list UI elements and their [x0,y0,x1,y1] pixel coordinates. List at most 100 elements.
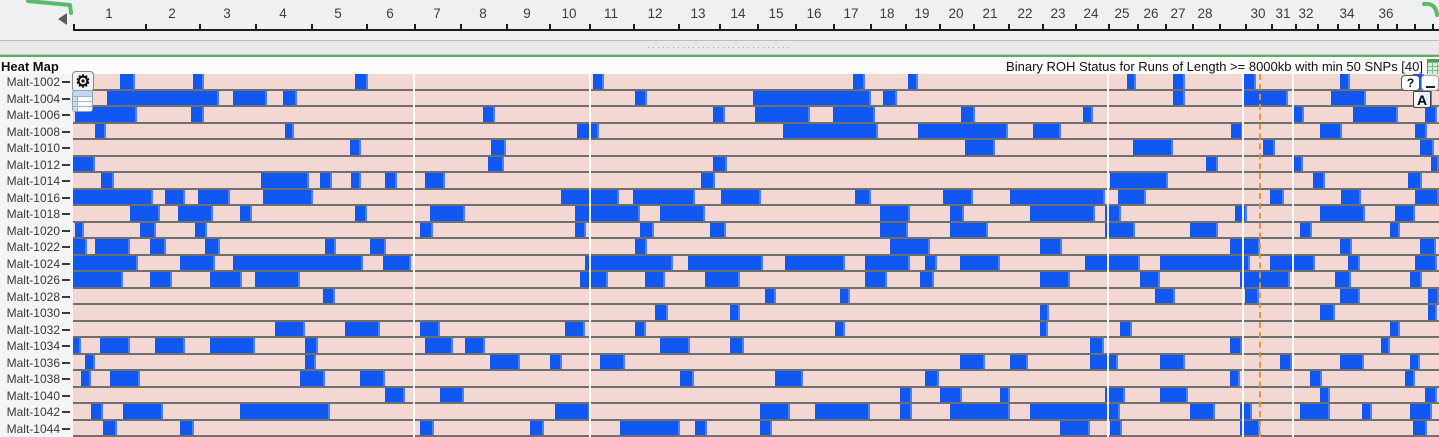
chromosome-tick [1165,24,1167,30]
heatmap-row[interactable] [73,272,1439,289]
heatmap-row[interactable] [73,107,1439,124]
roh-segment [240,206,252,221]
heatmap-row[interactable] [73,420,1439,437]
heatmap-row[interactable] [73,206,1439,223]
roh-segment [323,288,335,303]
roh-segment [180,255,215,270]
heatmap-row[interactable] [73,222,1439,239]
chromosome-tick [1008,24,1010,30]
roh-segment [91,404,103,419]
chromosome-gap-line [413,74,415,437]
table-icon[interactable] [1427,59,1439,75]
roh-segment [943,189,973,204]
roh-segment [783,123,878,138]
roh-segment [633,189,695,204]
roh-segment [1243,90,1288,105]
heatmap-row[interactable] [73,321,1439,338]
heatmap-row[interactable] [73,371,1439,388]
heatmap-plot[interactable] [73,74,1439,437]
roh-segment [880,206,910,221]
chromosome-tick [1295,24,1297,30]
chromosome-label: 36 [1378,6,1394,21]
spreadsheet-button[interactable] [72,90,93,112]
heatmap-row[interactable] [73,140,1439,157]
chromosome-label: 10 [561,6,577,21]
roh-segment [1173,74,1185,89]
roh-segment [285,123,294,138]
sample-tick [62,229,70,232]
heatmap-row[interactable] [73,90,1439,107]
ruler-baseline [73,29,1439,31]
roh-segment [730,305,740,320]
roh-segment [1118,189,1146,204]
roh-segment [1348,255,1360,270]
chromosome-tick [549,24,551,30]
roh-segment [420,321,440,336]
heatmap-row[interactable] [73,354,1439,371]
roh-segment [490,354,520,369]
roh-segment [1127,74,1136,89]
collapse-button[interactable] [1421,75,1439,91]
sample-tick [62,97,70,100]
roh-segment [150,272,172,287]
roh-segment [345,321,380,336]
roh-segment [425,338,453,353]
plot-title: Binary ROH Status for Runs of Length >= … [1006,59,1423,74]
heatmap-row[interactable] [73,173,1439,190]
heatmap-row[interactable] [73,404,1439,421]
roh-segment [1140,272,1160,287]
chromosome-label: 19 [914,6,930,21]
roh-segment [1090,354,1118,369]
roh-segment [1155,288,1175,303]
chromosome-label: 14 [730,6,746,21]
help-button[interactable]: ? [1401,75,1420,91]
heatmap-row[interactable] [73,288,1439,305]
roh-segment [688,255,763,270]
roh-segment [370,239,386,254]
roh-segment [351,173,361,188]
sample-label: Malt-1022 [6,240,60,254]
chromosome-tick [795,24,797,30]
roh-segment [240,404,330,419]
plot-settings-button[interactable]: ⚙ [72,71,94,92]
roh-segment [140,222,156,237]
sample-label: Malt-1032 [6,322,60,337]
roh-segment [550,354,562,369]
heatmap-row[interactable] [73,189,1439,206]
zoom-region-decoration [26,0,1439,17]
roh-segment [840,288,850,303]
roh-segment [205,239,220,254]
roh-segment [1362,404,1372,419]
roh-segment [180,420,194,435]
roh-segment [1300,404,1330,419]
roh-segment [1030,206,1095,221]
roh-segment [660,206,705,221]
heatmap-row[interactable] [73,387,1439,404]
roh-segment [95,123,106,138]
chromosome-ruler[interactable]: 1 2 3 4 5 6 7 8 9 10 11 12 13 14 15 16 17 18 19 20 21 22 23 24 2… [0,0,1439,40]
roh-segment [465,338,485,353]
heatmap-row[interactable] [73,255,1439,272]
roh-segment [755,107,810,122]
chromosome-tick [905,24,907,30]
chromosome-label: 28 [1197,6,1213,21]
heatmap-row[interactable] [73,74,1439,91]
chromosome-label: 9 [523,6,531,21]
roh-segment [120,74,135,89]
chromosome-tick [1432,24,1434,30]
roh-segment [73,239,87,254]
scroll-left-arrow-icon[interactable] [58,13,67,25]
roh-segment [261,173,309,188]
heatmap-row[interactable] [73,156,1439,173]
sample-tick [62,246,70,249]
roh-segment [110,371,140,386]
heatmap-row[interactable] [73,305,1439,322]
heatmap-row[interactable] [73,338,1439,355]
roh-segment [73,255,138,270]
heatmap-row[interactable] [73,239,1439,256]
panel-resize-handle[interactable]: ····························· [0,40,1439,55]
heatmap-row[interactable] [73,123,1439,140]
sample-tick [62,130,70,133]
font-size-button[interactable]: A [1413,91,1431,108]
roh-segment [1133,140,1173,155]
